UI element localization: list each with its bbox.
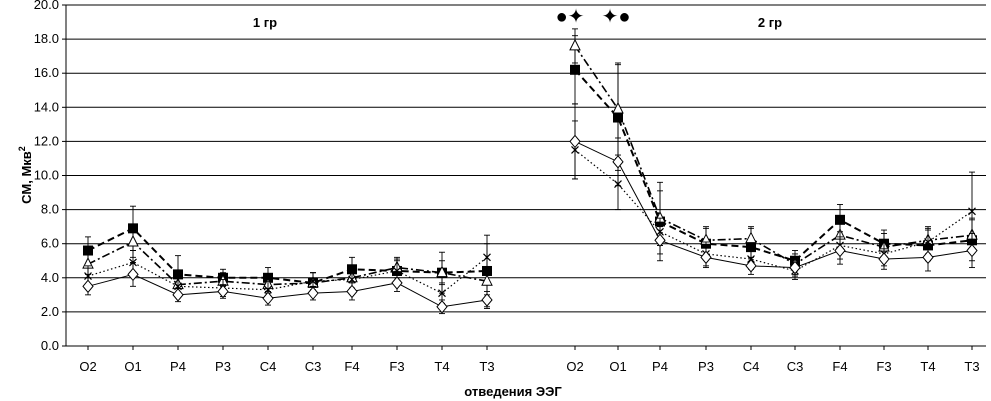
x-tick-label: F3	[389, 359, 404, 374]
data-point-diamond	[789, 260, 801, 275]
x-tick-label: O2	[79, 359, 96, 374]
data-point-triangle	[127, 234, 139, 247]
data-point-cross	[924, 238, 932, 246]
data-point-cross	[264, 285, 272, 294]
x-tick-label: C3	[787, 359, 804, 374]
data-point-cross	[309, 277, 317, 286]
y-tick-label: 18.0	[34, 31, 59, 46]
data-point-triangle	[745, 231, 757, 244]
data-point-diamond	[127, 267, 139, 282]
y-tick-label: 12.0	[34, 133, 59, 148]
data-point-diamond	[966, 243, 978, 258]
data-point-diamond	[481, 293, 493, 307]
data-point-diamond	[878, 252, 890, 266]
y-tick-label: 10.0	[34, 168, 59, 183]
series-diamond-group-1	[82, 262, 493, 315]
significance-marker-o2: ●✦	[556, 6, 585, 28]
y-tick-label: 20.0	[34, 0, 59, 12]
series-line	[87, 241, 488, 286]
x-tick-label: O2	[566, 359, 583, 374]
x-tick-label: P4	[652, 359, 668, 374]
data-point-triangle	[569, 38, 581, 51]
series-line	[87, 227, 488, 284]
data-point-square	[570, 64, 580, 75]
y-tick-label: 16.0	[34, 65, 59, 80]
data-point-diamond	[172, 288, 184, 302]
x-tick-label: O1	[609, 359, 626, 374]
data-point-triangle	[612, 101, 624, 114]
y-tick-label: 2.0	[41, 304, 59, 319]
y-axis-label-main: СМ, Мкв	[19, 151, 34, 204]
data-point-cross	[968, 207, 976, 216]
y-tick-label: 14.0	[34, 99, 59, 114]
data-point-cross	[348, 275, 356, 284]
x-tick-label: F4	[344, 359, 359, 374]
x-tick-label: C3	[305, 359, 322, 374]
x-tick-label: O1	[124, 359, 141, 374]
data-point-diamond	[834, 243, 846, 258]
data-series	[82, 28, 978, 315]
data-point-cross	[393, 267, 401, 275]
gridlines	[62, 4, 986, 347]
panel-label-group-1: 1 гр	[253, 15, 277, 30]
data-point-diamond	[436, 300, 448, 314]
x-tick-label: F3	[876, 359, 891, 374]
y-tick-label: 6.0	[41, 236, 59, 251]
data-point-diamond	[700, 250, 712, 265]
data-point-diamond	[82, 279, 94, 294]
x-axis-label: отведения ЭЭГ	[464, 384, 562, 399]
data-point-cross	[84, 272, 92, 281]
data-point-diamond	[922, 250, 934, 265]
y-tick-labels: 0.0 2.0 4.0 6.0 8.0 10.0 12.0 14.0 16.0 18.0 20.0	[34, 0, 59, 353]
data-point-diamond	[745, 259, 757, 273]
series-line	[574, 140, 973, 269]
x-tick-label: F4	[832, 359, 847, 374]
x-tick-label: T4	[434, 359, 449, 374]
data-point-triangle	[436, 265, 448, 278]
y-axis-label: СМ, Мкв2	[17, 146, 34, 204]
data-point-diamond	[346, 284, 358, 299]
x-tick-label: T3	[479, 359, 494, 374]
x-tick-label: P4	[170, 359, 186, 374]
data-point-diamond	[391, 276, 403, 290]
y-tick-label: 4.0	[41, 270, 59, 285]
x-tick-labels: O2 O1 P4 P3 C4 C3 F4 F3 T4 T3 O2 O1 P4 P3 C4 C3 F4 F3 T4 T3	[79, 346, 980, 374]
data-point-diamond	[654, 233, 666, 248]
y-tick-label: 8.0	[41, 202, 59, 217]
x-tick-label: P3	[215, 359, 231, 374]
data-point-diamond	[612, 155, 624, 169]
series-line	[574, 69, 973, 262]
data-point-cross	[483, 253, 491, 262]
x-tick-label: C4	[260, 359, 277, 374]
data-point-diamond	[569, 134, 581, 149]
data-point-cross	[174, 282, 182, 291]
data-point-diamond	[307, 286, 319, 300]
y-axis-label-superscript: 2	[17, 146, 27, 151]
panel-label-group-2: 2 гр	[758, 15, 782, 30]
series-line	[87, 273, 488, 308]
data-point-cross	[438, 289, 446, 298]
significance-marker-o1: ✦●	[602, 6, 631, 28]
x-tick-label: C4	[743, 359, 760, 374]
data-point-diamond	[217, 284, 229, 299]
x-tick-label: T4	[920, 359, 935, 374]
series-diamond-group-2	[569, 103, 978, 277]
x-tick-label: P3	[698, 359, 714, 374]
data-point-diamond	[262, 291, 274, 306]
data-point-triangle	[481, 274, 493, 286]
x-tick-label: T3	[964, 359, 979, 374]
data-point-square	[83, 245, 93, 256]
series-line	[87, 256, 488, 294]
y-tick-label: 0.0	[41, 338, 59, 353]
series-line	[574, 45, 973, 266]
